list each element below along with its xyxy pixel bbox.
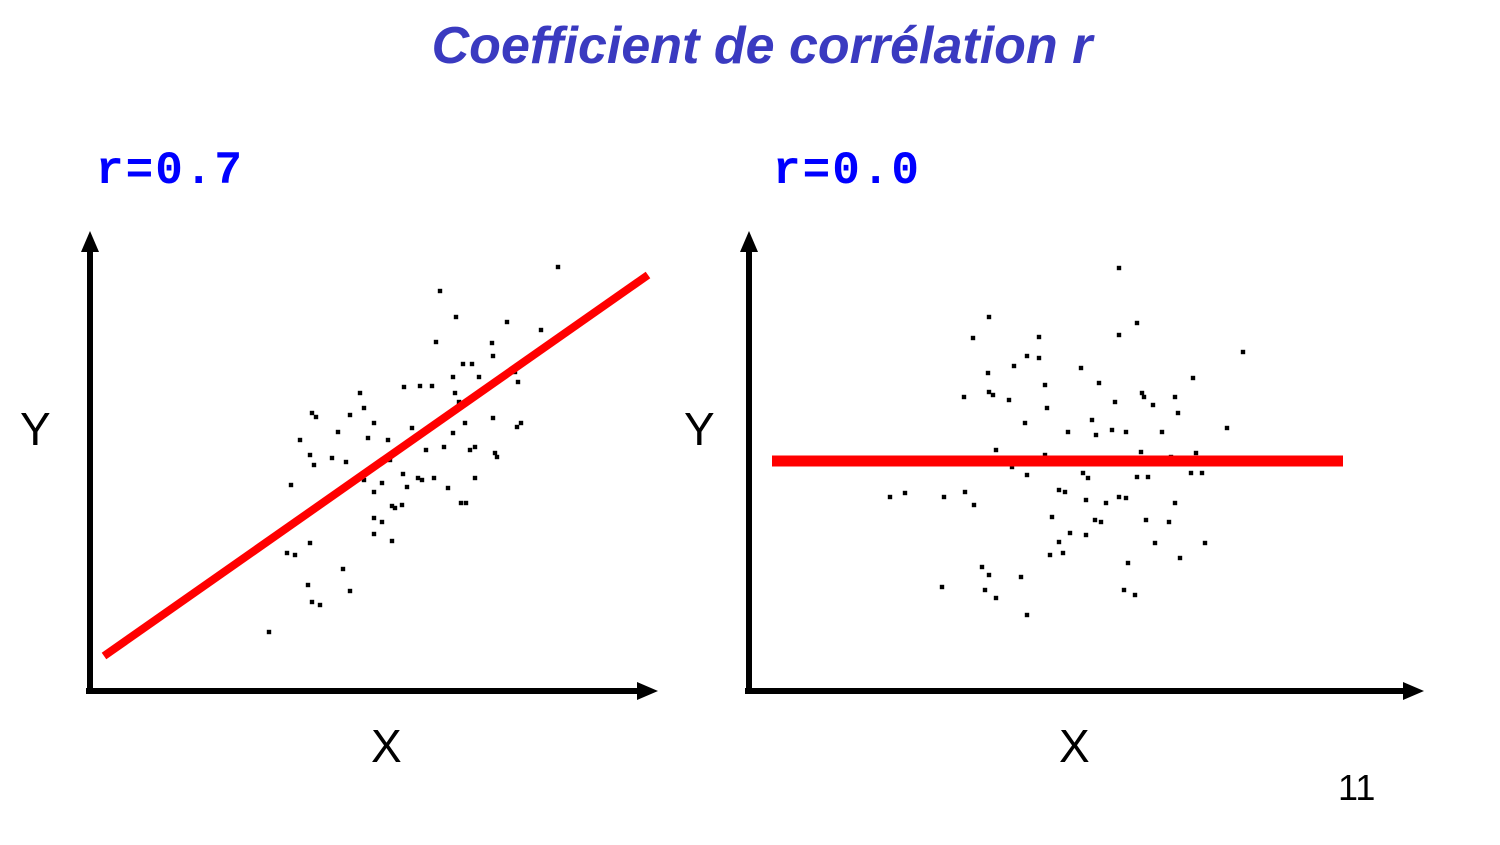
r-value-label-right: r=0.0: [773, 145, 922, 197]
x-axis-label-left: X: [371, 720, 402, 772]
page-number: 11: [1338, 767, 1376, 808]
r-value-label-left: r=0.7: [96, 145, 245, 197]
x-axis-label-right: X: [1059, 720, 1090, 772]
scatter-plot-no-correlation: [740, 231, 1424, 700]
y-axis-label-right: Y: [684, 403, 715, 455]
page-title: Coefficient de corrélation r: [431, 17, 1093, 75]
y-axis-label-left: Y: [20, 403, 51, 455]
scatter-plot-positive-correlation: [81, 231, 658, 700]
